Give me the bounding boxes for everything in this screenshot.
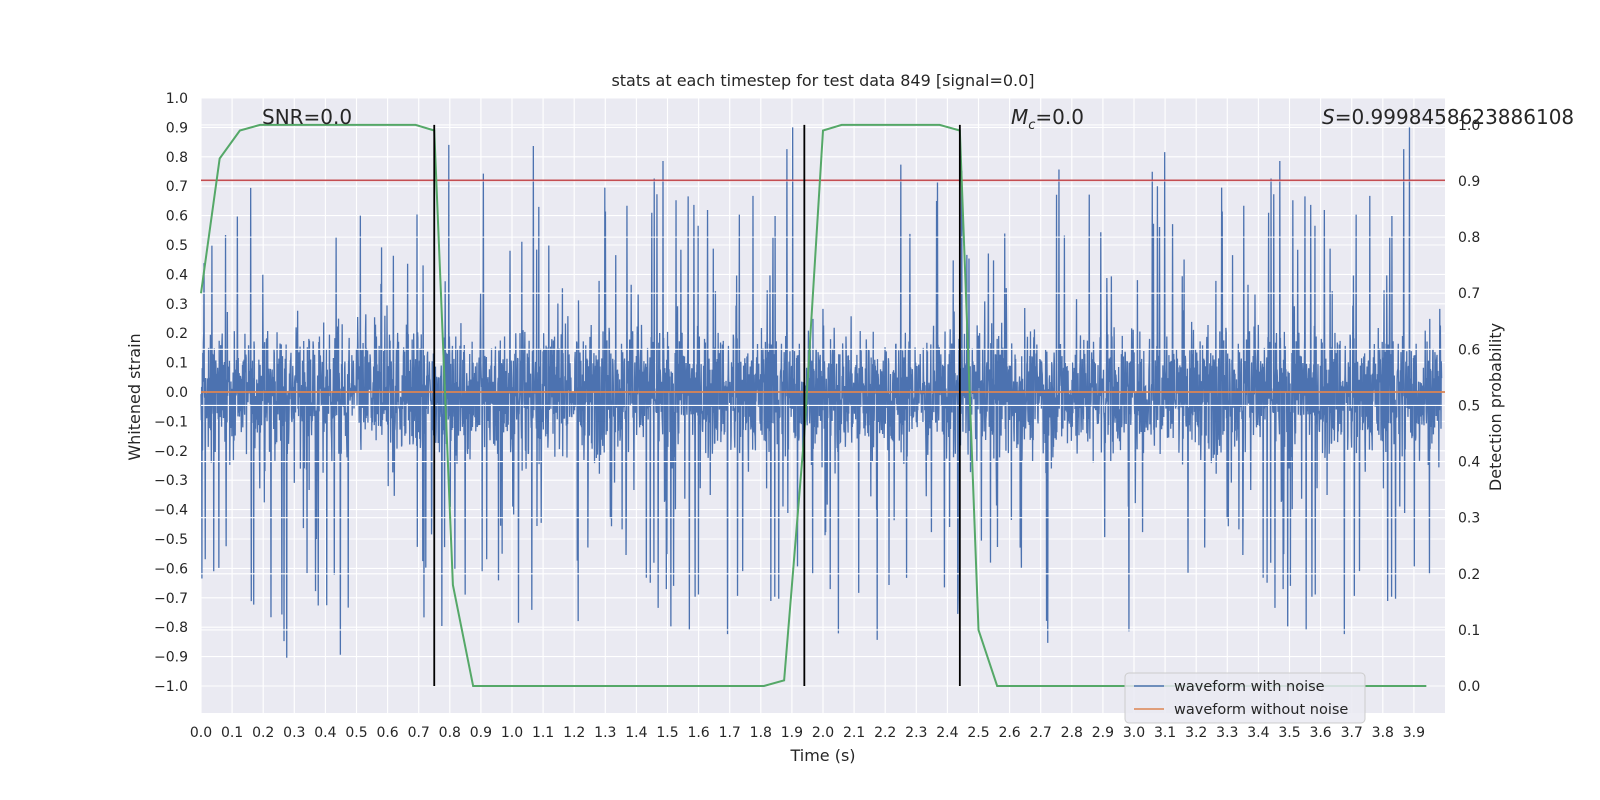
y-tick-label: −0.4 [154, 503, 188, 519]
detection-probability-line [200, 123, 1427, 687]
x-tick-label: 3.4 [1247, 725, 1269, 741]
x-tick-label: 0.4 [314, 725, 336, 741]
waveform-with-noise-line [200, 127, 1443, 658]
x-tick-label: 3.7 [1341, 725, 1363, 741]
x-tick-label: 0.6 [376, 725, 398, 741]
x-tick-label: 2.2 [874, 725, 896, 741]
y2-tick-labels: 1.0 0.9 0.8 0.7 0.6 0.5 0.4 0.3 0.2 0.1 0.0 [1458, 118, 1480, 695]
x-tick-label: 3.5 [1278, 725, 1300, 741]
x-tick-label: 2.8 [1061, 725, 1083, 741]
x-tick-label: 2.5 [967, 725, 989, 741]
mc-symbol: M [1011, 105, 1028, 129]
x-tick-label: 2.4 [936, 725, 958, 741]
y2-tick-label: 1.0 [1458, 118, 1480, 134]
x-tick-label: 1.7 [719, 725, 741, 741]
y-tick-label: 0.2 [166, 326, 188, 342]
x-tick-label: 2.7 [1030, 725, 1052, 741]
x-tick-label: 3.1 [1154, 725, 1176, 741]
x-tick-label: 3.2 [1185, 725, 1207, 741]
y-axis-label: Whitened strain [125, 333, 144, 460]
y-tick-label: 0.3 [166, 297, 188, 313]
x-tick-label: 2.0 [812, 725, 834, 741]
x-tick-label: 0.5 [345, 725, 367, 741]
x-tick-label: 1.0 [501, 725, 523, 741]
vertical-markers [433, 124, 961, 686]
x-tick-label: 0.8 [439, 725, 461, 741]
chirp-mass-annotation: Mc=0.0 [1011, 105, 1084, 133]
chart-title: stats at each timestep for test data 849… [611, 71, 1034, 90]
x-tick-label: 3.3 [1216, 725, 1238, 741]
y-tick-label: 0.7 [166, 179, 188, 195]
y-tick-label: 0.8 [166, 150, 188, 166]
y2-tick-label: 0.7 [1458, 286, 1480, 302]
y-tick-labels: 1.0 0.9 0.8 0.7 0.6 0.5 0.4 0.3 0.2 0.1 0.0 −0.1 −0.… [154, 91, 188, 695]
x-tick-label: 2.1 [843, 725, 865, 741]
x-tick-label: 1.6 [687, 725, 709, 741]
x-tick-label: 1.3 [594, 725, 616, 741]
y2-axis-label: Detection probability [1486, 323, 1505, 491]
legend-box [1124, 672, 1366, 724]
legend: waveform with noise waveform without noi… [1124, 672, 1366, 724]
x-tick-label: 2.9 [1092, 725, 1114, 741]
y2-tick-label: 0.6 [1458, 342, 1480, 358]
y-tick-label: −0.2 [154, 444, 188, 460]
legend-label-waveform-without-noise: waveform without noise [1174, 702, 1348, 718]
y-tick-label: 0.9 [166, 120, 188, 136]
x-tick-label: 0.9 [470, 725, 492, 741]
x-tick-label: 3.8 [1372, 725, 1394, 741]
s-symbol: S [1322, 105, 1335, 129]
series-lines [200, 123, 1445, 687]
y-tick-label: 0.5 [166, 238, 188, 254]
y2-tick-label: 0.0 [1458, 679, 1480, 695]
x-tick-label: 0.1 [221, 725, 243, 741]
y-tick-label: −0.8 [154, 620, 188, 636]
y-tick-label: −1.0 [154, 679, 188, 695]
x-tick-label: 0.2 [252, 725, 274, 741]
x-tick-label: 2.3 [905, 725, 927, 741]
y-tick-label: 1.0 [166, 91, 188, 107]
x-tick-label: 2.6 [998, 725, 1020, 741]
snr-annotation: SNR=0.0 [262, 105, 352, 129]
y-tick-label: −0.1 [154, 414, 188, 430]
x-tick-label: 3.0 [1123, 725, 1145, 741]
x-tick-label: 1.9 [781, 725, 803, 741]
x-tick-label: 1.1 [532, 725, 554, 741]
x-tick-label: 1.4 [625, 725, 647, 741]
x-tick-label: 3.6 [1309, 725, 1331, 741]
mc-value: =0.0 [1035, 105, 1084, 129]
y-tick-label: −0.9 [154, 650, 188, 666]
series-waveform-with-noise [200, 127, 1443, 658]
y2-tick-label: 0.9 [1458, 174, 1480, 190]
y-tick-label: −0.5 [154, 532, 188, 548]
y-tick-label: 0.1 [166, 356, 188, 372]
y-tick-label: −0.3 [154, 473, 188, 489]
x-tick-labels: 0.0 0.1 0.2 0.3 0.4 0.5 0.6 0.7 0.8 0.9 1.0 1.1 1.2 1… [190, 725, 1425, 741]
y-tick-label: 0.4 [166, 267, 188, 283]
x-tick-label: 0.7 [408, 725, 430, 741]
x-tick-label: 0.3 [283, 725, 305, 741]
legend-label-waveform-with-noise: waveform with noise [1174, 679, 1325, 695]
y2-tick-label: 0.5 [1458, 398, 1480, 414]
x-tick-label: 1.5 [656, 725, 678, 741]
s-value: =0.9998458623886108 [1335, 105, 1574, 129]
y-tick-label: 0.6 [166, 209, 188, 225]
y-tick-label: −0.7 [154, 591, 188, 607]
y2-tick-label: 0.4 [1458, 455, 1480, 471]
x-tick-label: 1.8 [750, 725, 772, 741]
y2-tick-label: 0.2 [1458, 567, 1480, 583]
y2-tick-label: 0.1 [1458, 623, 1480, 639]
x-tick-label: 3.9 [1403, 725, 1425, 741]
x-tick-label: 1.2 [563, 725, 585, 741]
x-axis-label: Time (s) [789, 746, 855, 765]
y2-tick-label: 0.3 [1458, 511, 1480, 527]
score-annotation: S=0.9998458623886108 [1322, 105, 1574, 129]
y2-tick-label: 0.8 [1458, 230, 1480, 246]
mc-subscript: c [1028, 118, 1035, 133]
x-tick-label: 0.0 [190, 725, 212, 741]
y-tick-label: −0.6 [154, 561, 188, 577]
y-tick-label: 0.0 [166, 385, 188, 401]
